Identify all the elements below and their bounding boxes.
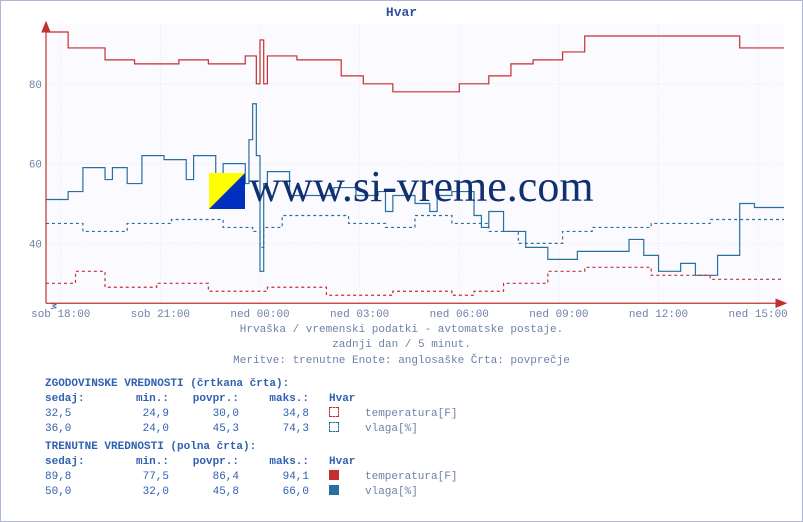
curr-title: TRENUTNE VREDNOSTI (polna črta): [45,440,457,455]
svg-text:40: 40 [29,239,42,251]
subtitle-block: Hrvaška / vremenski podatki - avtomatske… [1,323,802,369]
svg-text:ned 12:00: ned 12:00 [629,309,688,321]
chart-area: 406080sob 18:00sob 21:00ned 00:00ned 03:… [45,23,785,303]
subtitle-2: zadnji dan / 5 minut. [1,338,802,353]
svg-text:ned 03:00: ned 03:00 [330,309,389,321]
subtitle-3: Meritve: trenutne Enote: anglosaške Črta… [1,354,802,369]
svg-text:sob 21:00: sob 21:00 [131,309,190,321]
svg-text:sob 18:00: sob 18:00 [31,309,90,321]
chart-title: Hvar [1,5,802,20]
curr-headers: sedaj: min.: povpr.: maks.: Hvar [45,455,457,470]
curr-table: TRENUTNE VREDNOSTI (polna črta): sedaj: … [45,440,457,499]
svg-text:ned 06:00: ned 06:00 [430,309,489,321]
subtitle-1: Hrvaška / vremenski podatki - avtomatske… [1,323,802,338]
chart-svg: 406080sob 18:00sob 21:00ned 00:00ned 03:… [46,24,784,323]
table-row: 89,877,586,494,1temperatura[F] [45,470,457,485]
svg-text:80: 80 [29,80,42,92]
stats-tables: ZGODOVINSKE VREDNOSTI (črtkana črta): se… [45,377,457,504]
svg-text:60: 60 [29,160,42,172]
hist-table: ZGODOVINSKE VREDNOSTI (črtkana črta): se… [45,377,457,436]
table-row: 50,032,045,866,0vlaga[%] [45,485,457,500]
hist-title: ZGODOVINSKE VREDNOSTI (črtkana črta): [45,377,457,392]
svg-text:ned 00:00: ned 00:00 [230,309,289,321]
table-row: 36,024,045,374,3vlaga[%] [45,422,457,437]
table-row: 32,524,930,034,8temperatura[F] [45,407,457,422]
hist-headers: sedaj: min.: povpr.: maks.: Hvar [45,392,457,407]
svg-text:ned 15:00: ned 15:00 [729,309,788,321]
svg-text:ned 09:00: ned 09:00 [529,309,588,321]
